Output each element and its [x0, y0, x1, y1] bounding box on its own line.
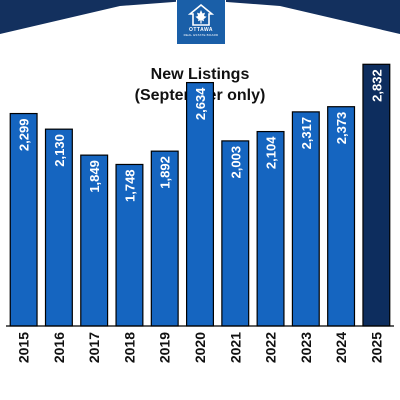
value-label-2022: 2,104 — [264, 136, 279, 169]
value-label-2023: 2,317 — [299, 117, 314, 150]
value-label-2016: 2,130 — [52, 134, 67, 167]
x-tick-2021: 2021 — [227, 332, 243, 363]
value-labels-group: 2,299 2,130 1,849 1,748 1,892 2,634 2,003 2,104… — [17, 69, 385, 202]
bar-2023 — [291, 111, 320, 327]
value-label-2019: 1,892 — [158, 156, 173, 189]
bar-2015 — [9, 112, 38, 327]
x-tick-2022: 2022 — [263, 332, 279, 363]
value-label-2017: 1,849 — [87, 160, 102, 193]
x-tick-2017: 2017 — [86, 332, 102, 363]
x-tick-2020: 2020 — [192, 332, 208, 363]
x-tick-2025: 2025 — [368, 332, 384, 363]
value-label-2025: 2,832 — [369, 69, 384, 102]
house-maple-leaf-icon — [188, 4, 214, 26]
x-tick-2024: 2024 — [333, 332, 349, 363]
value-label-2018: 1,748 — [122, 169, 137, 202]
header-band — [0, 0, 400, 34]
value-label-2024: 2,373 — [334, 112, 349, 145]
value-label-2020: 2,634 — [193, 87, 208, 120]
chart-title: New Listings — [150, 66, 250, 83]
logo-subtitle: REAL ESTATE BOARD — [183, 33, 219, 37]
x-tick-labels-group: 2015 2016 2017 2018 2019 2020 2021 2022 2023 2024… — [16, 332, 385, 363]
x-tick-2019: 2019 — [157, 332, 173, 363]
bar-2025 — [362, 63, 391, 327]
bars-group — [9, 63, 391, 327]
value-label-2021: 2,003 — [228, 146, 243, 179]
bar-2016 — [44, 128, 73, 327]
x-tick-2016: 2016 — [51, 332, 67, 363]
logo-wordmark: OTTAWA — [188, 27, 213, 33]
x-tick-2018: 2018 — [121, 332, 137, 363]
x-tick-2023: 2023 — [298, 332, 314, 363]
bar-2018 — [115, 163, 144, 327]
bar-2024 — [327, 106, 356, 327]
bar-2019 — [150, 150, 179, 327]
value-label-2015: 2,299 — [17, 119, 32, 152]
x-tick-2015: 2015 — [16, 332, 32, 363]
ottawa-real-estate-board-logo: OTTAWA REAL ESTATE BOARD — [176, 0, 226, 45]
bar-2017 — [80, 154, 109, 327]
